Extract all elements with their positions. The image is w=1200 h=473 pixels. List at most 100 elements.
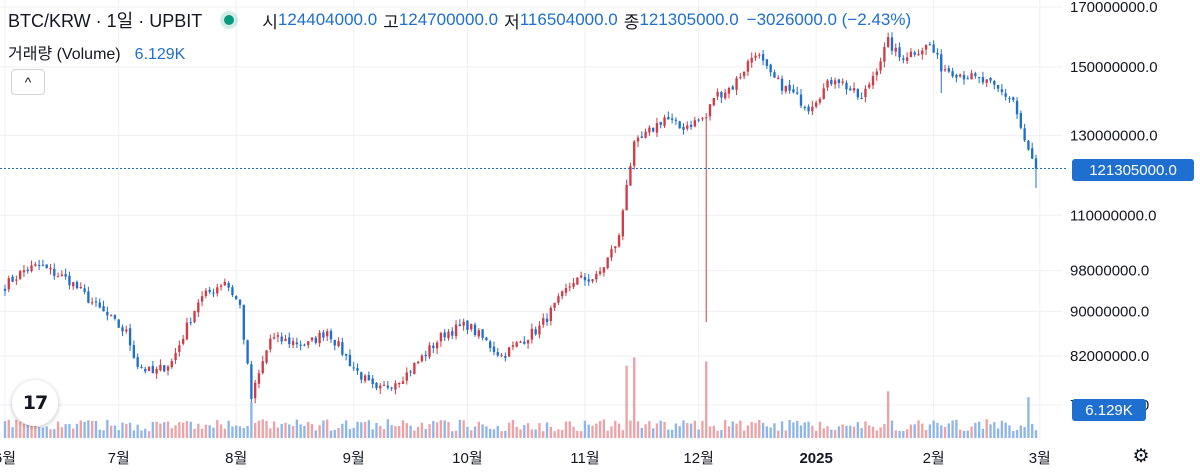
volume-bar: [644, 424, 647, 438]
x-tick-label: 6월: [0, 450, 16, 467]
chevron-up-icon: ^: [24, 74, 32, 90]
change-value: −3026000.0 (−2.43%): [746, 10, 912, 29]
candle-body: [792, 89, 795, 93]
volume-bar: [686, 423, 689, 438]
volume-bar: [886, 391, 890, 438]
candle-body: [49, 267, 52, 270]
candle-body: [932, 44, 935, 53]
candle-body: [917, 54, 920, 56]
candle-body: [382, 384, 386, 386]
volume-bar: [242, 427, 245, 438]
candle-body: [117, 319, 120, 328]
volume-bar: [940, 425, 943, 438]
volume-bar: [371, 429, 374, 438]
volume-bar: [515, 426, 518, 438]
volume-bar: [451, 431, 454, 438]
candle-body: [542, 318, 545, 325]
symbol-title[interactable]: BTC/KRW · 1일 · UPBIT: [8, 11, 203, 31]
tradingview-logo-icon[interactable]: 17: [12, 380, 58, 426]
volume-bar: [1027, 397, 1030, 438]
volume-bar: [204, 424, 208, 438]
volume-bar: [223, 428, 227, 438]
volume-bar: [898, 430, 901, 438]
candle-body: [307, 341, 310, 346]
candle-body: [341, 342, 344, 355]
volume-bar: [34, 424, 37, 438]
volume-bar: [989, 424, 992, 438]
volume-bar: [951, 420, 954, 438]
candle-body: [367, 375, 371, 381]
candle-body: [94, 301, 98, 303]
volume-bar: [307, 421, 310, 438]
volume-bar: [269, 428, 272, 438]
volume-bar: [579, 431, 583, 438]
candle-body: [735, 78, 738, 90]
candle-body: [45, 264, 48, 268]
candle-body: [811, 106, 814, 112]
candle-body: [98, 302, 101, 308]
candle-body: [140, 367, 143, 369]
volume-bar: [606, 430, 609, 438]
open-label: 시: [262, 12, 278, 32]
volume-bar: [18, 421, 22, 438]
volume-bar: [94, 420, 98, 438]
volume-bar: [943, 426, 947, 438]
high-value: 124700000.0: [398, 10, 499, 29]
candle-body: [379, 385, 382, 389]
candle-body: [754, 55, 757, 58]
x-tick-label: 8월: [225, 450, 247, 467]
y-tick-label: 110000000.0: [1070, 207, 1156, 224]
volume-bar: [902, 431, 905, 438]
candle-body: [951, 71, 954, 77]
volume-bar: [1015, 430, 1019, 438]
volume-bar: [151, 422, 155, 438]
candle-body: [898, 47, 901, 58]
candle-body: [553, 302, 556, 308]
candle-body: [959, 74, 962, 77]
settings-gear-icon[interactable]: ⚙: [1132, 445, 1150, 467]
y-tick-label: 82000000.0: [1070, 348, 1149, 365]
volume-label[interactable]: 거래량 (Volume): [8, 46, 121, 63]
candle-body: [454, 324, 458, 337]
candle-body: [924, 45, 928, 50]
candle-body: [318, 332, 321, 344]
candle-body: [451, 331, 454, 336]
volume-bar: [303, 425, 306, 438]
candle-body: [796, 92, 799, 94]
candle-body: [784, 85, 788, 92]
volume-bar: [106, 419, 109, 438]
candle-body: [693, 120, 697, 127]
volume-bar: [924, 430, 928, 438]
current-price-tag: 121305000.0: [1072, 159, 1194, 181]
collapse-legend-button[interactable]: ^: [11, 69, 45, 95]
candle-body: [435, 342, 439, 349]
volume-bar: [272, 421, 276, 438]
candle-body: [405, 372, 408, 381]
candle-body: [208, 289, 211, 292]
volume-bar: [462, 420, 465, 438]
volume-bar: [60, 427, 64, 438]
volume-bar: [102, 430, 105, 438]
candle-body: [477, 330, 480, 337]
volume-bar: [329, 430, 333, 438]
candle-body: [87, 291, 90, 303]
candle-body: [913, 52, 916, 55]
volume-bar: [140, 430, 143, 438]
volume-bar: [640, 428, 643, 438]
y-tick-label: 170000000.0: [1070, 0, 1158, 16]
volume-bar: [235, 425, 238, 438]
volume-bar: [405, 423, 408, 438]
candle-body: [977, 76, 981, 78]
candle-body: [363, 375, 367, 381]
volume-bar: [394, 426, 397, 438]
volume-bar: [117, 430, 120, 438]
candle-body: [22, 270, 26, 273]
candle-body: [633, 141, 636, 166]
candle-body: [822, 88, 825, 99]
candle-body: [375, 382, 378, 389]
candle-body: [193, 310, 196, 322]
candle-body: [886, 37, 890, 47]
volume-bar: [977, 421, 981, 438]
volume-bar: [424, 429, 427, 438]
